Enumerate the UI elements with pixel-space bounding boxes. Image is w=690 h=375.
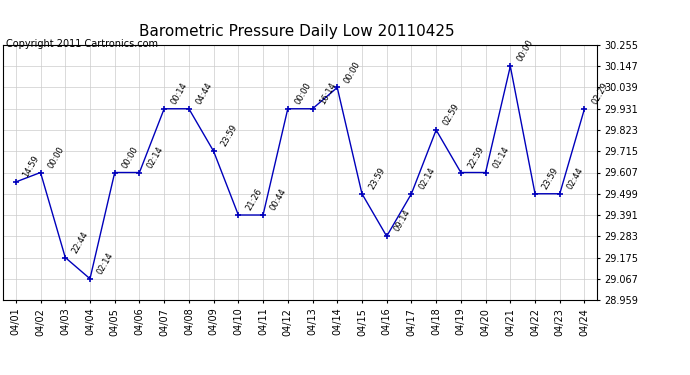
Text: 21:26: 21:26 [244,187,264,212]
Text: 22:44: 22:44 [71,230,90,255]
Text: 02:14: 02:14 [417,166,437,191]
Text: 23:59: 23:59 [219,123,239,148]
Text: 02:44: 02:44 [565,166,585,191]
Text: 00:44: 00:44 [268,187,288,212]
Text: 00:00: 00:00 [120,145,140,170]
Text: 00:00: 00:00 [293,81,313,106]
Text: Barometric Pressure Daily Low 20110425: Barometric Pressure Daily Low 20110425 [139,24,455,39]
Text: 22:59: 22:59 [466,145,486,170]
Text: 02:29: 02:29 [590,81,610,106]
Text: 00:00: 00:00 [343,60,362,85]
Text: Copyright 2011 Cartronics.com: Copyright 2011 Cartronics.com [6,39,157,50]
Text: 23:59: 23:59 [540,166,560,191]
Text: 00:00: 00:00 [46,145,66,170]
Text: 02:59: 02:59 [442,102,462,127]
Text: 09:14: 09:14 [392,209,412,234]
Text: 23:59: 23:59 [368,166,387,191]
Text: 00:14: 00:14 [170,81,189,106]
Text: 14:59: 14:59 [21,154,41,179]
Text: 01:14: 01:14 [491,145,511,170]
Text: 02:14: 02:14 [95,251,115,276]
Text: 02:14: 02:14 [145,145,165,170]
Text: 00:00: 00:00 [516,38,535,63]
Text: 16:14: 16:14 [318,81,338,106]
Text: 04:44: 04:44 [195,81,214,106]
